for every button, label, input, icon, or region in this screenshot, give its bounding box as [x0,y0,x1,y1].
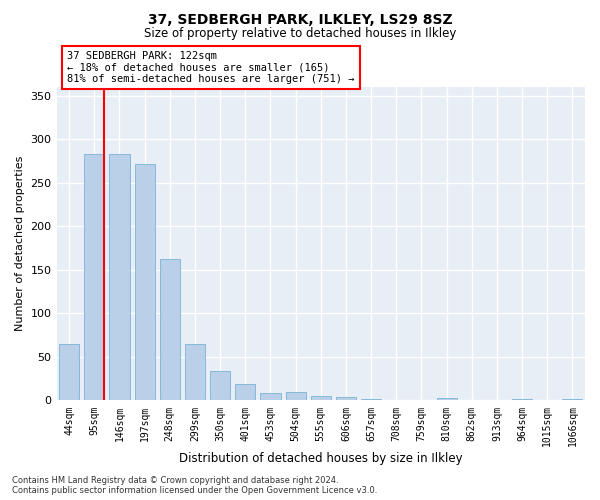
Text: Size of property relative to detached houses in Ilkley: Size of property relative to detached ho… [144,28,456,40]
Bar [311,396,331,400]
Bar [437,398,457,400]
Y-axis label: Number of detached properties: Number of detached properties [15,156,25,332]
Bar [286,392,305,400]
Bar [84,154,104,400]
Bar [260,394,281,400]
Bar [185,344,205,401]
X-axis label: Distribution of detached houses by size in Ilkley: Distribution of detached houses by size … [179,452,463,465]
Bar [59,344,79,401]
Bar [361,398,381,400]
Bar [134,164,155,400]
Bar [235,384,256,400]
Bar [512,398,532,400]
Text: 37 SEDBERGH PARK: 122sqm
← 18% of detached houses are smaller (165)
81% of semi-: 37 SEDBERGH PARK: 122sqm ← 18% of detach… [67,50,355,84]
Bar [160,260,180,400]
Text: 37, SEDBERGH PARK, ILKLEY, LS29 8SZ: 37, SEDBERGH PARK, ILKLEY, LS29 8SZ [148,12,452,26]
Bar [109,154,130,400]
Bar [562,398,583,400]
Bar [210,371,230,400]
Bar [336,397,356,400]
Text: Contains HM Land Registry data © Crown copyright and database right 2024.
Contai: Contains HM Land Registry data © Crown c… [12,476,377,495]
